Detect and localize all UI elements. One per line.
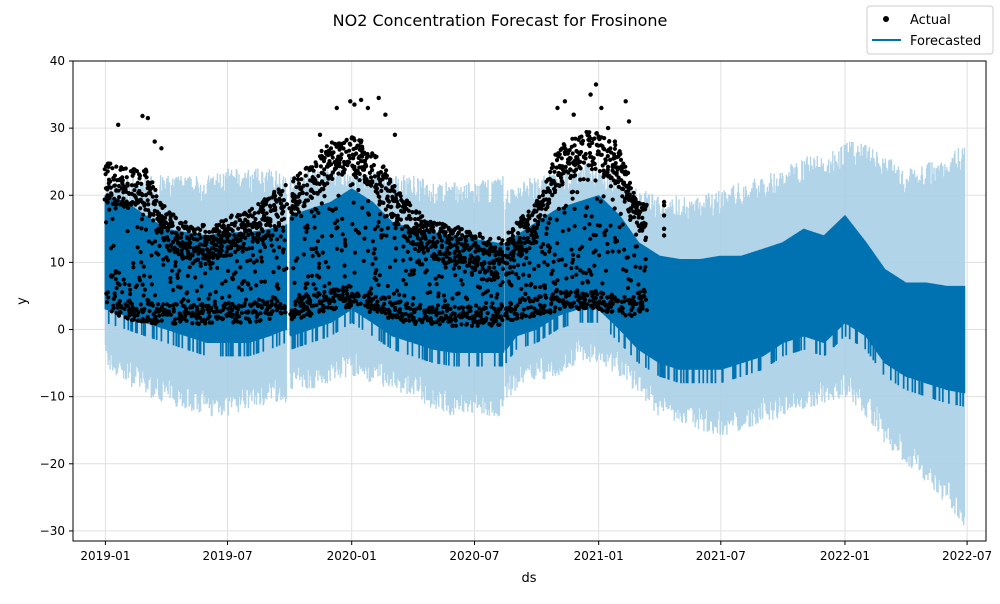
- actual-point: [605, 125, 611, 131]
- y-tick-label: 0: [57, 323, 65, 337]
- y-tick-label: −30: [40, 524, 65, 538]
- actual-point: [152, 139, 157, 144]
- actual-point: [159, 146, 164, 151]
- legend: Actual Forecasted: [866, 5, 994, 55]
- actual-point: [348, 99, 353, 104]
- actual-point: [317, 132, 323, 137]
- actual-point: [661, 213, 667, 218]
- actual-point: [352, 102, 357, 107]
- y-tick-label: 10: [50, 255, 65, 269]
- y-tick-label: 20: [50, 188, 65, 202]
- x-tick-label: 2020-01: [327, 549, 377, 563]
- x-tick-label: 2020-07: [449, 549, 499, 563]
- actual-point: [562, 99, 568, 104]
- actual-point: [376, 95, 381, 101]
- legend-actual-label: Actual: [910, 13, 951, 28]
- x-tick-label: 2021-01: [574, 549, 624, 563]
- actual-point: [599, 105, 604, 111]
- chart-title: NO2 Concentration Forecast for Frosinone: [333, 11, 668, 30]
- legend-frame: [866, 5, 994, 55]
- actual-point: [571, 112, 576, 117]
- plot-frame: [72, 60, 987, 542]
- y-axis-label: y: [15, 297, 30, 305]
- legend-forecast-label: Forecasted: [910, 34, 981, 49]
- x-tick-label: 2022-07: [942, 549, 992, 563]
- y-tick-label: 30: [50, 121, 65, 135]
- actual-point: [661, 233, 667, 238]
- actual-point: [392, 132, 398, 137]
- x-tick-label: 2019-01: [80, 549, 130, 563]
- actual-point: [612, 139, 618, 144]
- actual-point: [588, 92, 593, 97]
- actual-point: [555, 105, 560, 111]
- y-tick-label: −20: [40, 457, 65, 471]
- actual-point: [383, 112, 388, 117]
- actual-point: [623, 99, 628, 104]
- actual-point: [145, 115, 151, 121]
- actual-point: [661, 203, 667, 208]
- actual-point: [365, 105, 371, 111]
- actual-point: [661, 226, 667, 231]
- actual-points: [102, 129, 649, 328]
- y-tick-label: 40: [50, 54, 65, 68]
- x-axis-label: ds: [521, 571, 536, 586]
- actual-point: [358, 97, 364, 103]
- x-tick-label: 2021-07: [696, 549, 746, 563]
- actual-point: [334, 105, 339, 111]
- y-tick-label: −10: [40, 390, 65, 404]
- x-tick-label: 2019-07: [202, 549, 252, 563]
- x-tick-label: 2022-01: [820, 549, 870, 563]
- actual-point: [626, 119, 632, 124]
- actual-point: [116, 122, 121, 128]
- actual-point: [593, 82, 599, 87]
- actual-point: [661, 199, 667, 205]
- legend-actual-marker: [883, 16, 889, 22]
- actual-point: [140, 113, 145, 119]
